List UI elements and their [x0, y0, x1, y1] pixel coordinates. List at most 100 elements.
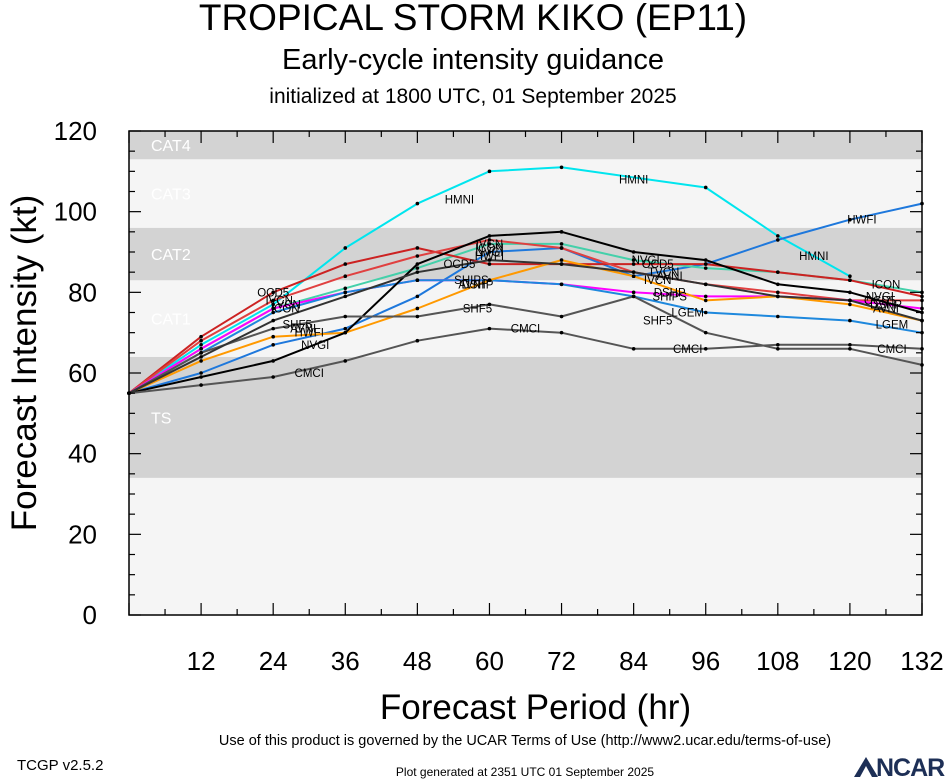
- data-point-cmci: [199, 383, 203, 387]
- data-point-ivcn: [199, 338, 203, 343]
- data-point-tvcn: [631, 270, 636, 274]
- data-point-hmni: [559, 165, 564, 170]
- data-point-icon: [343, 286, 348, 291]
- y-tick-label: 120: [54, 116, 97, 146]
- line-label-hwfi: HWFI: [295, 328, 324, 340]
- data-point-lgem: [848, 318, 852, 323]
- series-line-hmni: [128, 166, 851, 395]
- data-point-lgem: [703, 310, 708, 315]
- data-point-ivcn: [776, 290, 780, 295]
- x-tick-label: 72: [547, 646, 576, 676]
- data-point-hwfi: [343, 326, 348, 331]
- series-line-shf5: [128, 295, 923, 395]
- data-point-hmni: [415, 201, 420, 206]
- line-label-avni: AVNI: [458, 279, 484, 291]
- line-label-hmni: HMNI: [799, 251, 828, 263]
- x-axis-label: Forecast Period (hr): [380, 688, 691, 727]
- data-point-hmni: [703, 185, 708, 190]
- data-point-lgem: [559, 282, 564, 287]
- chart-subtitle: Early-cycle intensity guidance: [281, 44, 664, 76]
- line-label-nvgi: NVGI: [632, 255, 660, 267]
- line-label-dshp: DSHP: [870, 299, 902, 311]
- data-point-cmci: [487, 326, 492, 331]
- data-point-ocd5: [703, 262, 708, 266]
- data-point-ivcn: [559, 246, 564, 250]
- data-point-avni: [415, 306, 420, 311]
- line-label-icon: ICON: [271, 303, 300, 315]
- line-label-hmni: HMNI: [619, 174, 648, 186]
- line-label-tvcn: TVCN: [648, 267, 679, 279]
- data-point-avni: [703, 298, 708, 303]
- y-tick-label: 20: [68, 519, 97, 549]
- data-point-nvgi: [848, 290, 852, 295]
- data-point-tvcn: [703, 282, 708, 287]
- data-point-hmni: [776, 234, 780, 238]
- line-label-hmni: HMNI: [445, 195, 474, 207]
- data-point-shf5: [848, 347, 852, 351]
- data-point-hmni: [848, 274, 852, 279]
- band-label-cat4: CAT4: [151, 138, 191, 155]
- band-label-cat3: CAT3: [151, 187, 191, 204]
- data-point-nvgi: [703, 258, 708, 262]
- data-point-hwfi: [848, 217, 852, 222]
- data-point-icon: [415, 266, 420, 270]
- line-label-ships: SHIPS: [652, 291, 687, 303]
- y-axis-label: Forecast Intensity (kt): [5, 195, 44, 531]
- line-label-ocd5: OCD5: [257, 287, 289, 299]
- line-label-lgem: LGEM: [876, 320, 909, 332]
- x-tick-label: 120: [828, 646, 871, 676]
- data-point-tvcn: [343, 294, 348, 299]
- line-label-ivcn: IVCN: [265, 295, 292, 307]
- data-point-hmni: [343, 246, 348, 250]
- data-point-ocd5: [631, 262, 636, 266]
- data-point-lgem: [271, 310, 275, 315]
- data-point-ivcn: [343, 274, 348, 279]
- ncar-logo-text: NCAR: [876, 754, 945, 782]
- line-label-ocd5: OCD5: [642, 259, 674, 271]
- line-label-ivcn: IVCN: [644, 275, 671, 287]
- y-tick-label: 0: [83, 600, 97, 630]
- data-point-hwfi: [487, 250, 492, 254]
- data-point-ivcn: [415, 254, 420, 258]
- data-point-ocd5: [848, 278, 852, 283]
- line-label-cmci: CMCI: [295, 368, 324, 380]
- data-point-ivcn: [271, 298, 275, 303]
- x-tick-label: 132: [900, 646, 943, 676]
- x-tick-label: 108: [756, 646, 799, 676]
- data-point-shf5: [631, 294, 636, 299]
- ncar-logo: NCAR: [854, 752, 946, 782]
- generated-timestamp: Plot generated at 2351 UTC 01 September …: [395, 765, 655, 779]
- data-point-avni: [271, 334, 275, 339]
- data-point-avni: [848, 302, 852, 307]
- line-label-avni: AVNI: [873, 303, 899, 315]
- data-point-tvcn: [199, 355, 203, 359]
- series-line-ivcn: [128, 238, 922, 395]
- data-point-shf5: [703, 330, 708, 335]
- band-cat3: [129, 159, 922, 228]
- line-label-icon: ICON: [475, 243, 504, 255]
- data-point-cmci: [271, 375, 275, 379]
- data-point-dshp: [271, 306, 275, 311]
- data-point-tvcn: [848, 298, 852, 303]
- data-point-shf5: [559, 314, 564, 319]
- x-tick-label: 96: [691, 646, 720, 676]
- line-label-cmci: CMCI: [673, 344, 702, 356]
- line-label-ocd5: OCD5: [443, 259, 475, 271]
- data-point-shf5: [415, 314, 420, 319]
- y-tick-label: 80: [68, 277, 97, 307]
- data-point-ocd5: [343, 262, 348, 266]
- terms-of-use-text: Use of this product is governed by the U…: [218, 733, 832, 749]
- data-point-cmci: [415, 338, 420, 343]
- line-label-hwfi: HWFI: [475, 251, 504, 263]
- series-line-hwfi: [128, 202, 923, 395]
- data-point-ocd5: [776, 270, 780, 274]
- data-point-hwfi: [199, 371, 203, 375]
- data-point-tvcn: [271, 318, 275, 323]
- data-point-tvcn: [415, 270, 420, 274]
- data-point-ocd5: [199, 334, 203, 339]
- data-point-icon: [631, 258, 636, 262]
- line-label-avni: AVNI: [657, 271, 683, 283]
- x-tick-label: 60: [475, 646, 504, 676]
- data-point-avni: [487, 278, 492, 283]
- data-point-cmci: [703, 347, 708, 351]
